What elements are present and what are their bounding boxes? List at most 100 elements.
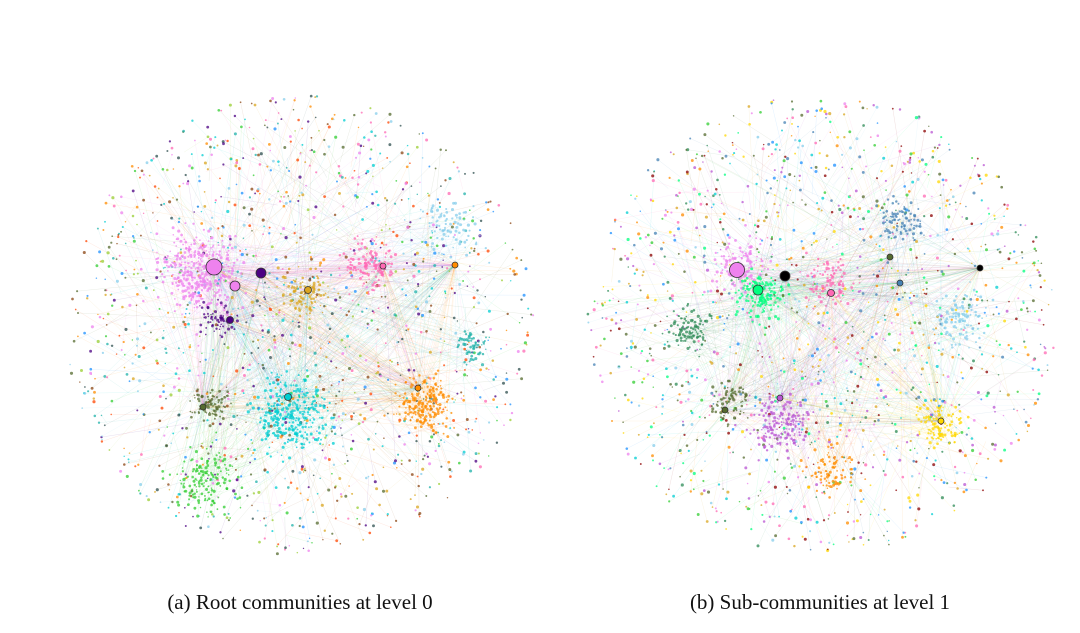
graph-node [325, 434, 328, 437]
graph-node [219, 318, 223, 322]
graph-edge [234, 285, 268, 379]
graph-node [278, 503, 282, 507]
graph-edge [704, 134, 901, 284]
graph-edge [454, 264, 471, 472]
graph-node [318, 426, 321, 429]
graph-edge [229, 319, 267, 518]
graph-node [414, 413, 417, 416]
graph-node [399, 374, 402, 377]
graph-node [315, 171, 318, 174]
graph-edge [362, 276, 399, 287]
graph-node [263, 296, 266, 299]
graph-node [400, 151, 404, 155]
graph-node [300, 446, 304, 450]
graph-node [352, 269, 355, 271]
graph-node [274, 376, 277, 379]
graph-edge [281, 293, 350, 305]
graph-edge [236, 230, 253, 246]
graph-node [274, 486, 278, 489]
graph-node [419, 425, 423, 429]
graph-node [404, 294, 408, 297]
graph-node [87, 390, 90, 393]
graph-edge [267, 411, 279, 433]
graph-edge [229, 319, 479, 444]
graph-node [485, 336, 487, 339]
graph-edge [341, 339, 419, 389]
graph-edge [325, 372, 330, 438]
graph-edge [460, 350, 505, 426]
graph-edge [423, 315, 490, 338]
graph-edge [301, 292, 327, 325]
graph-node [352, 249, 356, 252]
graph-node [120, 349, 123, 351]
graph-node [456, 392, 459, 395]
graph-node [275, 395, 278, 398]
graph-node [253, 457, 257, 461]
graph-node [477, 301, 481, 305]
graph-node [277, 112, 280, 114]
graph-node [422, 260, 425, 263]
graph-node [441, 393, 445, 397]
graph-node [233, 496, 237, 499]
graph-node [335, 394, 338, 398]
graph-node [309, 255, 313, 259]
graph-node [298, 314, 302, 318]
graph-node [248, 368, 251, 371]
graph-node [139, 176, 141, 179]
graph-node [292, 279, 295, 281]
graph-node [269, 356, 272, 359]
graph-node [178, 185, 181, 188]
graph-node [422, 240, 425, 243]
graph-node [463, 192, 467, 196]
graph-node [321, 311, 324, 314]
graph-node [268, 198, 271, 201]
graph-edge [341, 387, 419, 436]
graph-node [266, 421, 271, 426]
graph-node [205, 412, 208, 414]
graph-node [322, 404, 326, 408]
graph-node [210, 313, 212, 316]
graph-node [208, 458, 210, 460]
graph-node [232, 264, 235, 267]
graph-edge [779, 397, 888, 522]
graph-edge [335, 337, 346, 348]
graph-node [283, 276, 287, 280]
graph-edge [227, 314, 419, 389]
graph-edge [196, 412, 205, 421]
graph-edge [260, 272, 305, 445]
graph-node [463, 368, 466, 371]
graph-edge [206, 285, 236, 403]
graph-node [227, 200, 231, 204]
graph-edge [159, 289, 309, 421]
graph-node [273, 335, 276, 338]
graph-node [298, 430, 302, 434]
graph-edge [307, 239, 363, 291]
graph-node [222, 315, 225, 317]
graph-node [434, 372, 438, 376]
graph-node [301, 390, 304, 393]
graph-node [418, 133, 421, 135]
graph-node [104, 278, 106, 281]
graph-node [440, 465, 443, 468]
graph-node [370, 319, 373, 322]
graph-edge [637, 304, 718, 338]
graph-edge [166, 237, 203, 263]
graph-node [486, 208, 490, 211]
graph-node [142, 346, 146, 350]
graph-node [429, 408, 432, 412]
graph-node [417, 392, 420, 395]
graph-node [312, 288, 316, 292]
graph-edge [307, 289, 400, 437]
graph-node [125, 269, 127, 272]
graph-node [135, 259, 137, 262]
graph-node [344, 413, 347, 416]
graph-edge [213, 266, 437, 433]
graph-node [156, 251, 158, 254]
graph-node [414, 494, 416, 496]
graph-node [312, 417, 314, 419]
graph-node [376, 370, 380, 374]
graph-node [487, 455, 490, 457]
graph-node [408, 459, 411, 462]
graph-node [390, 265, 392, 268]
graph-node [439, 228, 442, 231]
